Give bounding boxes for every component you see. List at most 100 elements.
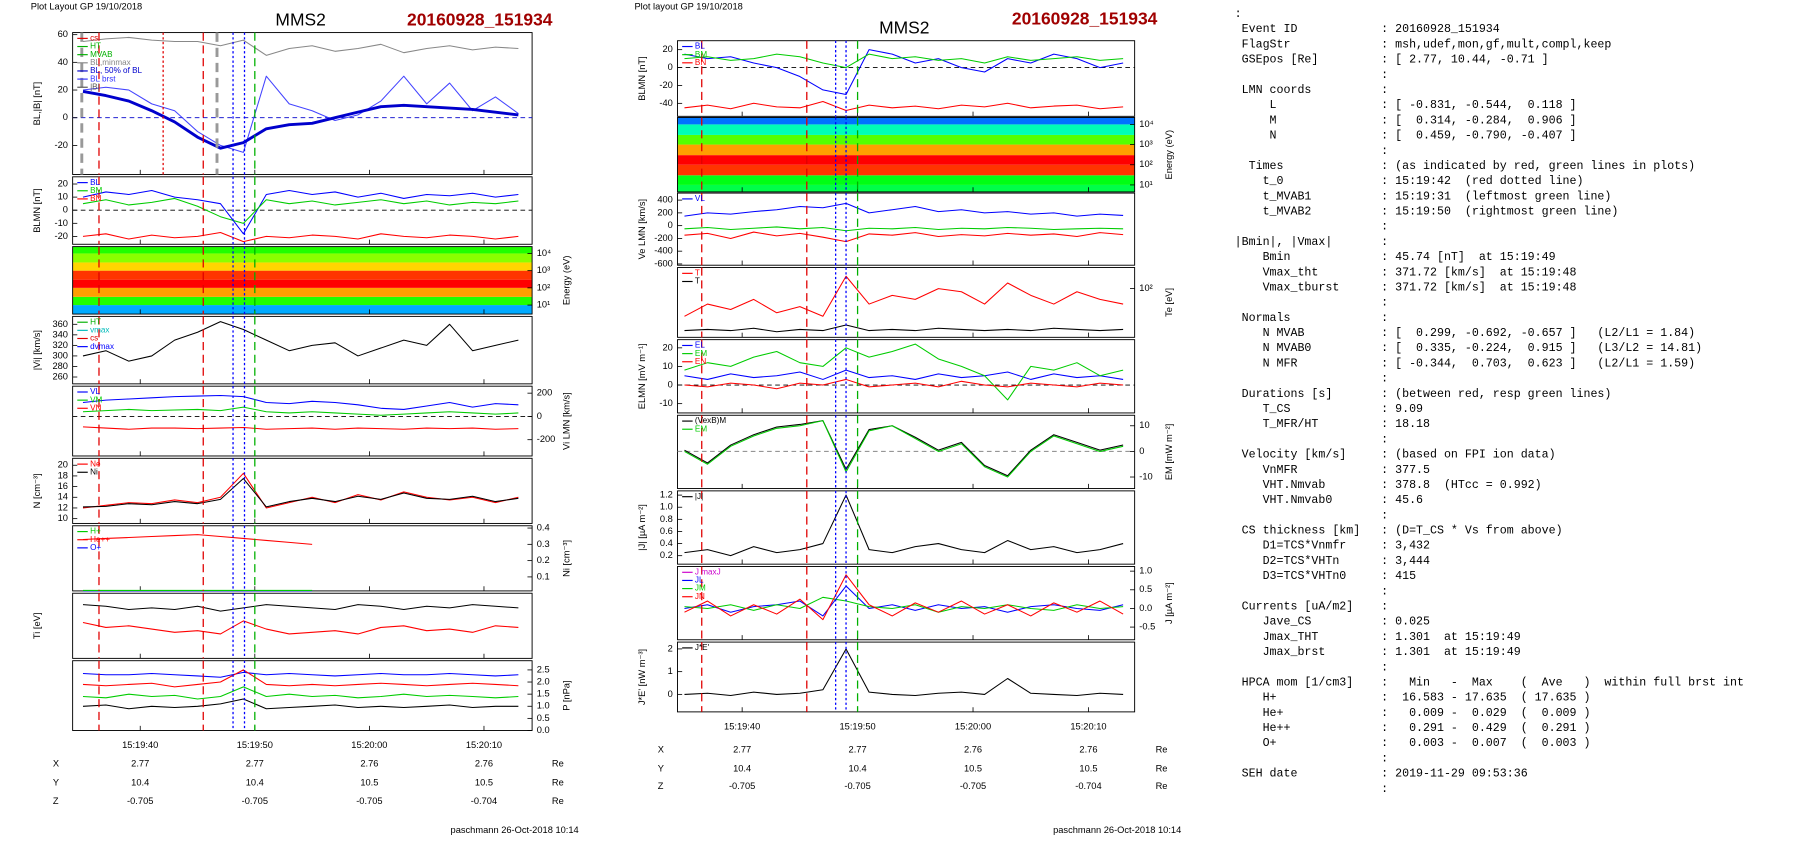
legend-label: BL xyxy=(90,178,100,187)
table-cell: 10.4 xyxy=(733,763,751,773)
series-line xyxy=(82,534,313,545)
y-tick-label: 0.3 xyxy=(537,539,550,549)
y-axis-label: |J| [µA m⁻²] xyxy=(637,504,647,551)
y-tick-label: 260 xyxy=(52,371,68,381)
series-line xyxy=(82,620,519,635)
y-tick-label: 12 xyxy=(58,502,68,512)
series-line xyxy=(82,604,519,612)
legend-label: He++ xyxy=(90,535,110,544)
legend-label: BL,minmax xyxy=(90,58,131,67)
y-tick-label: 10 xyxy=(1139,420,1149,430)
legend-label: HT xyxy=(90,42,101,51)
listing-line: Vmax_tht : 371.72 [km/s] at 15:19:48 xyxy=(1235,266,1577,279)
y-axis-label: |Vi| [km/s] xyxy=(32,330,42,370)
y-axis-label: Energy (eV) xyxy=(1164,130,1174,180)
x-tick-label: 15:20:00 xyxy=(955,721,991,731)
y-axis-label: J*E' [nW m⁻³] xyxy=(637,649,647,705)
y-axis-label: Vi LMN [km/s] xyxy=(561,392,571,450)
listing-line: CS thickness [km] : (D=T_CS * Vs from ab… xyxy=(1235,525,1563,538)
panel-frame xyxy=(72,385,533,457)
legend-label: J*E' xyxy=(695,643,710,652)
listing-line: LMN coords : xyxy=(1235,84,1388,97)
series-line xyxy=(82,478,519,508)
spectrogram-band xyxy=(72,287,533,297)
series-line xyxy=(82,197,519,224)
series-line xyxy=(82,698,519,710)
spectrogram-band xyxy=(72,296,533,306)
listing-line: HPCA mom [1/cm3] : Min - Max ( Ave ) wit… xyxy=(1235,676,1744,689)
panel-frame xyxy=(677,490,1136,565)
plot-title: MMS2 xyxy=(879,18,929,38)
legend-label: vmax xyxy=(90,326,109,335)
listing-line: Velocity [km/s] : (based on FPI ion data… xyxy=(1235,449,1556,462)
legend-label: |B| xyxy=(90,82,100,91)
table-row-label: X xyxy=(53,759,59,769)
y-tick-label: 40 xyxy=(58,57,68,67)
y-tick-label: 360 xyxy=(52,319,68,329)
table-cell: 2.77 xyxy=(246,759,264,769)
panel-frame xyxy=(677,641,1136,713)
series-line xyxy=(82,406,519,416)
y-tick-label: 0.1 xyxy=(537,571,550,581)
legend-label: O+ xyxy=(90,543,101,552)
y-tick-label: 20 xyxy=(58,460,68,470)
y-tick-label: -10 xyxy=(1139,471,1152,481)
series-line xyxy=(684,494,1124,557)
table-cell: 2.77 xyxy=(733,745,751,755)
spectrogram-band xyxy=(72,246,533,254)
legend-label: VN xyxy=(90,403,101,412)
y-axis-label: Ve LMN [km/s] xyxy=(637,199,647,259)
y-tick-label: 0 xyxy=(537,411,542,421)
y-tick-label: -200 xyxy=(537,434,556,444)
series-line xyxy=(684,420,1124,478)
table-unit: Re xyxy=(1156,781,1168,791)
y-tick-label: 0 xyxy=(63,112,68,122)
y-tick-label: -20 xyxy=(659,80,672,90)
y-tick-label: 10 xyxy=(663,361,673,371)
y-tick-label: 0.4 xyxy=(537,523,550,533)
spectrogram-band xyxy=(677,184,1135,192)
y-tick-label: 1.2 xyxy=(660,490,673,500)
panel-frame xyxy=(677,117,1136,193)
y-tick-label: 10³ xyxy=(1139,139,1152,149)
table-unit: Re xyxy=(552,759,564,769)
listing-line: D2=TCS*VHTn : 3,444 xyxy=(1235,555,1430,568)
spectrogram-band xyxy=(677,175,1135,185)
y-tick-label: -10 xyxy=(55,218,68,228)
y-tick-label: -20 xyxy=(55,231,68,241)
y-tick-label: 340 xyxy=(52,329,68,339)
legend-label: BL brst xyxy=(90,74,116,83)
listing-line: VnMFR : 377.5 xyxy=(1235,464,1430,477)
series-line xyxy=(82,36,519,56)
listing-line: : xyxy=(1235,661,1388,674)
listing-line: Vmax_tburst : 371.72 [km/s] at 15:19:48 xyxy=(1235,281,1577,294)
plot-subtitle: 20160928_151934 xyxy=(1012,8,1158,28)
plot-footer: paschmann 26-Oct-2018 10:14 xyxy=(1053,825,1181,835)
listing-line: : xyxy=(1235,8,1242,21)
y-tick-label: 200 xyxy=(537,388,553,398)
series-line xyxy=(684,596,1124,613)
y-tick-label: 300 xyxy=(52,350,68,360)
legend-label: JM xyxy=(695,584,706,593)
y-tick-label: 1 xyxy=(668,666,673,676)
legend-label: H+ xyxy=(90,527,101,536)
y-axis-label: P [nPa] xyxy=(561,680,571,710)
table-cell: 10.5 xyxy=(360,777,378,787)
y-tick-label: 0 xyxy=(63,205,68,215)
panel-frame xyxy=(677,339,1136,414)
legend-label: EL xyxy=(695,341,705,350)
legend-label: VM xyxy=(90,395,102,404)
panel-frame xyxy=(677,40,1136,117)
listing-line: He+ : 0.009 - 0.029 ( 0.009 ) xyxy=(1235,707,1591,720)
listing-line: : xyxy=(1235,509,1388,522)
legend-label: cs xyxy=(90,334,98,343)
listing-line: : xyxy=(1235,221,1388,234)
x-tick-label: 15:19:40 xyxy=(724,721,760,731)
table-cell: 2.77 xyxy=(849,745,867,755)
x-tick-label: 15:20:00 xyxy=(351,740,387,750)
y-tick-label: 20 xyxy=(663,44,673,54)
listing-line: GSEpos [Re] : [ 2.77, 10.44, -0.71 ] xyxy=(1235,54,1549,67)
y-tick-label: 10² xyxy=(1139,283,1152,293)
y-tick-label: 10⁴ xyxy=(1139,119,1153,129)
